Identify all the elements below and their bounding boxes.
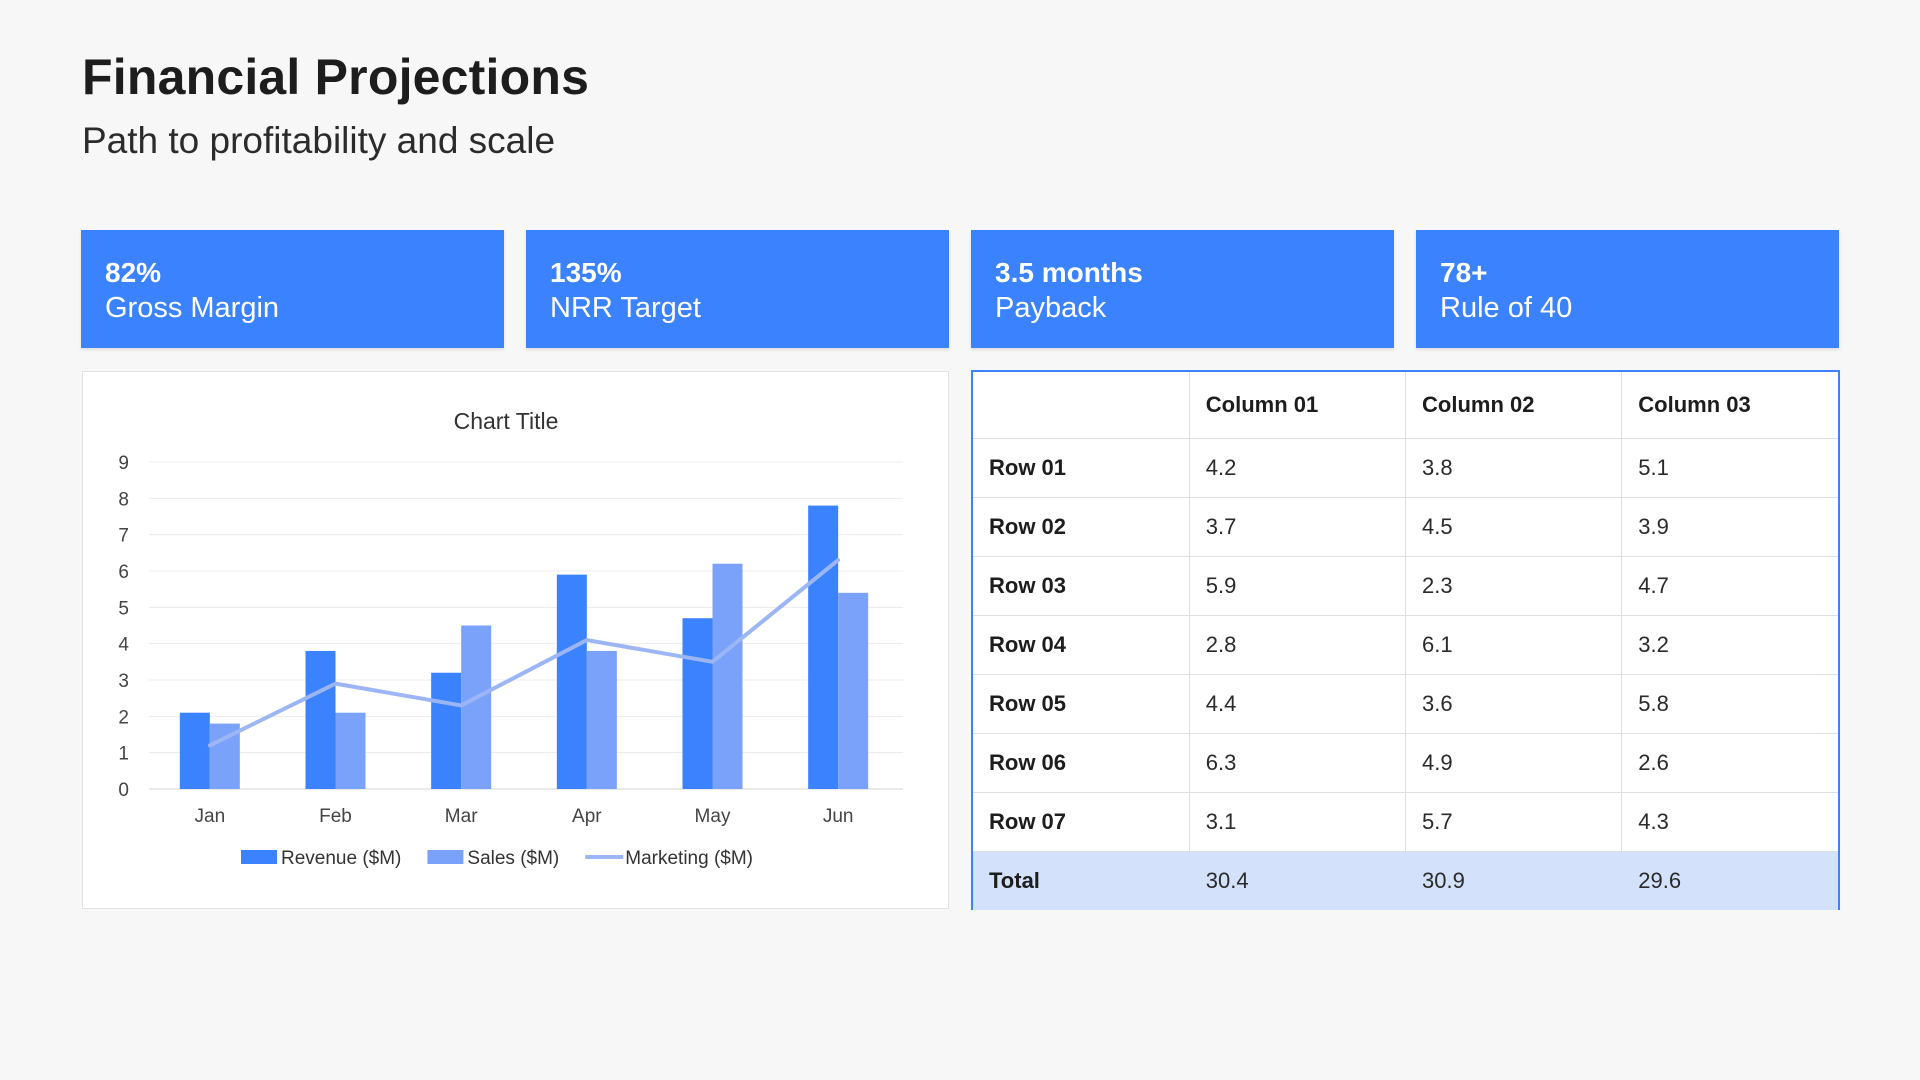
y-tick-label: 6 bbox=[118, 562, 129, 583]
x-tick-label: Mar bbox=[445, 806, 478, 827]
table-row: Row 06 6.3 4.9 2.6 bbox=[973, 733, 1838, 793]
table-cell: 2.6 bbox=[1621, 733, 1838, 793]
y-tick-label: 5 bbox=[118, 598, 129, 619]
total-cell: 29.6 bbox=[1621, 851, 1838, 910]
table-cell: 5.8 bbox=[1621, 674, 1838, 734]
legend-label: Revenue ($M) bbox=[281, 848, 401, 869]
x-tick-label: Jan bbox=[195, 806, 226, 827]
x-tick-label: May bbox=[695, 806, 731, 827]
kpi-card-gross-margin: 82% Gross Margin bbox=[81, 230, 504, 348]
bar-sales bbox=[335, 712, 366, 789]
kpi-card-payback: 3.5 months Payback bbox=[971, 230, 1394, 348]
bar-revenue bbox=[682, 618, 713, 789]
table-cell: 4.7 bbox=[1621, 556, 1838, 616]
table-cell: 4.4 bbox=[1188, 674, 1407, 734]
bar-revenue bbox=[179, 712, 210, 789]
column-header: Column 03 bbox=[1621, 372, 1838, 439]
bar-sales bbox=[586, 650, 617, 789]
table-header-row: Column 01 Column 02 Column 03 bbox=[973, 372, 1838, 439]
table-cell: 5.9 bbox=[1188, 556, 1407, 616]
line-marketing bbox=[207, 558, 841, 748]
row-header: Row 01 bbox=[973, 438, 1190, 498]
page-subtitle: Path to profitability and scale bbox=[82, 120, 556, 161]
kpi-value: 78+ bbox=[1440, 257, 1488, 288]
bar-sales bbox=[712, 563, 743, 789]
table-cell: 2.3 bbox=[1404, 556, 1623, 616]
bar-sales bbox=[461, 625, 492, 789]
combo-chart: Chart Title 0 1 2 3 4 5 6 7 8 9 Jan Feb Mar Apr May Jun R… bbox=[118, 408, 903, 869]
table-cell: 4.9 bbox=[1404, 733, 1623, 793]
column-header: Column 01 bbox=[1188, 372, 1407, 439]
bar-revenue bbox=[556, 574, 587, 789]
y-tick-label: 1 bbox=[118, 744, 129, 765]
table-cell: 3.6 bbox=[1404, 674, 1623, 734]
total-cell: 30.4 bbox=[1188, 851, 1407, 910]
table-cell: 3.9 bbox=[1621, 497, 1838, 557]
table-cell: 5.7 bbox=[1404, 792, 1623, 852]
legend-label: Sales ($M) bbox=[467, 848, 559, 869]
kpi-value: 3.5 months bbox=[995, 257, 1143, 288]
page-title: Financial Projections bbox=[82, 49, 590, 105]
row-header: Row 04 bbox=[973, 615, 1190, 675]
table-total-row: Total 30.4 30.9 29.6 bbox=[973, 851, 1838, 910]
table-cell: 2.8 bbox=[1188, 615, 1407, 675]
legend-label: Marketing ($M) bbox=[625, 848, 753, 869]
y-tick-label: 9 bbox=[118, 453, 129, 474]
column-header: Column 02 bbox=[1404, 372, 1623, 439]
table-row: Row 01 4.2 3.8 5.1 bbox=[973, 438, 1838, 498]
y-tick-label: 8 bbox=[118, 489, 129, 510]
bar-revenue bbox=[808, 505, 839, 789]
chart-card: Chart Title 0 1 2 3 4 5 6 7 8 9 Jan Feb Mar Apr May Jun R… bbox=[82, 371, 949, 909]
data-table: Column 01 Column 02 Column 03 Row 01 4.2… bbox=[973, 372, 1838, 910]
kpi-value: 135% bbox=[550, 257, 622, 288]
y-tick-label: 0 bbox=[118, 780, 129, 801]
y-tick-label: 7 bbox=[118, 526, 129, 547]
y-tick-label: 4 bbox=[118, 635, 129, 656]
table-cell: 3.1 bbox=[1188, 792, 1407, 852]
table-row: Row 04 2.8 6.1 3.2 bbox=[973, 615, 1838, 675]
table-cell: 4.2 bbox=[1188, 438, 1407, 498]
row-header: Row 06 bbox=[973, 733, 1190, 793]
table-row: Row 07 3.1 5.7 4.3 bbox=[973, 792, 1838, 852]
legend-swatch bbox=[241, 850, 277, 864]
kpi-label: NRR Target bbox=[550, 292, 701, 324]
kpi-card-rule-of-40: 78+ Rule of 40 bbox=[1416, 230, 1839, 348]
total-cell: 30.9 bbox=[1404, 851, 1623, 910]
kpi-label: Rule of 40 bbox=[1440, 292, 1573, 324]
table-corner-cell bbox=[973, 372, 1190, 439]
table-row: Row 05 4.4 3.6 5.8 bbox=[973, 674, 1838, 734]
legend-swatch bbox=[427, 850, 464, 864]
chart-title: Chart Title bbox=[454, 408, 559, 434]
bar-revenue bbox=[431, 672, 462, 789]
table-cell: 4.3 bbox=[1621, 792, 1838, 852]
row-header: Row 07 bbox=[973, 792, 1190, 852]
table-cell: 3.8 bbox=[1404, 438, 1623, 498]
row-header: Row 05 bbox=[973, 674, 1190, 734]
kpi-value: 82% bbox=[105, 257, 162, 288]
y-tick-label: 2 bbox=[118, 707, 129, 728]
table-cell: 6.1 bbox=[1404, 615, 1623, 675]
y-tick-label: 3 bbox=[118, 671, 129, 692]
kpi-label: Gross Margin bbox=[105, 292, 280, 324]
data-table-card: Column 01 Column 02 Column 03 Row 01 4.2… bbox=[971, 370, 1840, 910]
x-tick-label: Feb bbox=[319, 806, 352, 827]
x-tick-label: Apr bbox=[572, 806, 602, 827]
total-label: Total bbox=[973, 851, 1190, 910]
table-row: Row 02 3.7 4.5 3.9 bbox=[973, 497, 1838, 557]
kpi-card-nrr-target: 135% NRR Target bbox=[526, 230, 949, 348]
bar-sales bbox=[838, 592, 869, 789]
kpi-label: Payback bbox=[995, 292, 1107, 324]
table-cell: 5.1 bbox=[1621, 438, 1838, 498]
table-cell: 6.3 bbox=[1188, 733, 1407, 793]
table-cell: 3.7 bbox=[1188, 497, 1407, 557]
table-cell: 3.2 bbox=[1621, 615, 1838, 675]
row-header: Row 03 bbox=[973, 556, 1190, 616]
x-tick-label: Jun bbox=[823, 806, 854, 827]
table-cell: 4.5 bbox=[1404, 497, 1623, 557]
row-header: Row 02 bbox=[973, 497, 1190, 557]
bar-revenue bbox=[305, 650, 336, 789]
table-row: Row 03 5.9 2.3 4.7 bbox=[973, 556, 1838, 616]
